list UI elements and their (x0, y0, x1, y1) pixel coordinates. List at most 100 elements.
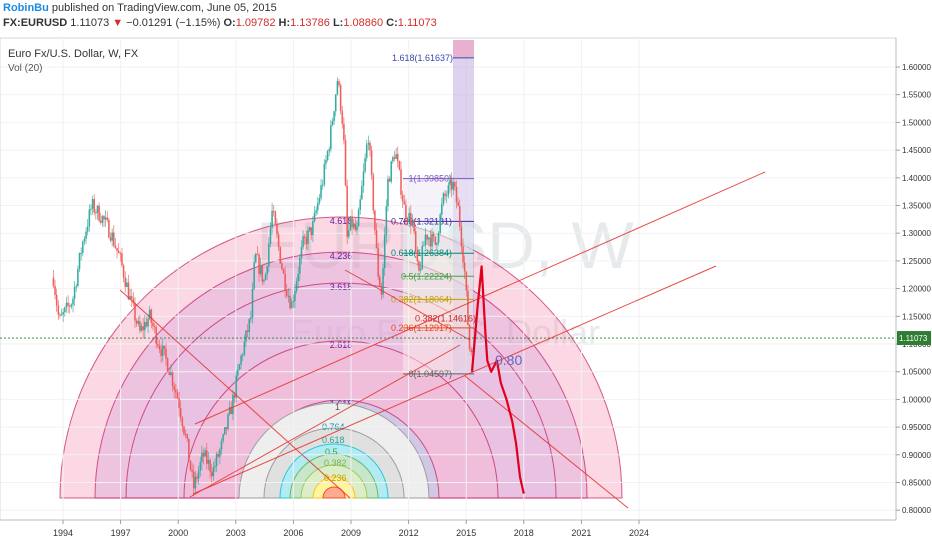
candle-body (344, 140, 347, 186)
candle-body (465, 271, 468, 291)
candle-body (354, 223, 357, 230)
low-value: 1.08860 (343, 17, 384, 29)
candle-body (259, 265, 262, 275)
candle-body (122, 265, 125, 278)
candle-body (165, 348, 167, 359)
candle-body (424, 234, 427, 246)
candle-body (367, 142, 370, 145)
candle-body (62, 312, 64, 315)
candle-body (308, 227, 311, 231)
candle-body (139, 321, 141, 331)
candle-body (463, 262, 466, 272)
candle-body (294, 291, 296, 302)
x-tick-label: 2012 (399, 528, 419, 538)
candle-body (54, 285, 56, 295)
candle-body (377, 247, 379, 277)
candle-body (197, 470, 200, 479)
candle-body (468, 324, 471, 350)
symbol[interactable]: FX:EURUSD (3, 17, 68, 29)
candle-body (64, 307, 66, 313)
candle-body (390, 161, 393, 182)
fib-level-label: 1(1.39850) (408, 174, 452, 184)
candle-body (361, 185, 363, 200)
candle-body (175, 389, 177, 393)
candle-body (96, 205, 99, 213)
candle-body (299, 258, 301, 274)
candle-body (251, 288, 254, 318)
candle-body (85, 231, 87, 239)
candle-body (214, 465, 216, 468)
x-tick-label: 2000 (168, 528, 188, 538)
candle-body (75, 285, 78, 288)
candle-body (189, 460, 192, 470)
x-axis: 1994 1997 2000 2003 2006 2009 2012 2015 2018 2021… (0, 519, 896, 538)
candle-body (241, 354, 244, 356)
candle-body (290, 301, 293, 309)
candle-body (427, 237, 430, 240)
low-label: L: (332, 17, 344, 29)
candle-body (196, 476, 198, 479)
candle-body (243, 341, 246, 355)
candle-body (86, 226, 89, 232)
candle-body (217, 454, 220, 457)
candle-body (445, 195, 448, 197)
candle-body (116, 248, 118, 251)
y-tick-label: 1.50000 (902, 118, 931, 127)
candle-body (423, 245, 425, 247)
candle-body (142, 326, 144, 331)
author-name[interactable]: RobinBu (3, 2, 49, 14)
candle-body (392, 157, 394, 162)
candle-body (163, 345, 166, 349)
candle-body (421, 246, 424, 269)
current-price-badge (897, 331, 931, 346)
candle-body (140, 326, 143, 331)
candle-body (408, 212, 410, 222)
candle-body (117, 250, 120, 254)
candle-body (416, 250, 419, 262)
trend-line (344, 269, 471, 341)
candle-body (52, 277, 55, 286)
candle-body (67, 302, 69, 306)
y-tick-label: 1.15000 (902, 312, 931, 321)
candle-body (398, 161, 401, 170)
candle-body (168, 371, 171, 375)
candle-body (403, 201, 406, 205)
candle-body (127, 282, 130, 300)
inner-arc (322, 486, 346, 499)
high-value: 1.13786 (290, 17, 330, 29)
candle-body (219, 449, 221, 457)
close-label: C: (386, 17, 398, 29)
candle-body (119, 253, 122, 255)
y-tick-label: 0.95000 (902, 423, 931, 432)
fib-band (403, 276, 473, 300)
candle-body (457, 202, 459, 207)
candle-body (227, 414, 229, 430)
y-tick-label: 0.85000 (902, 479, 931, 488)
y-tick-label: 0.90000 (902, 451, 931, 460)
candle-body (210, 471, 213, 477)
candle-body (426, 234, 428, 240)
candle-body (349, 216, 352, 231)
candle-body (300, 247, 303, 259)
candle-body (441, 204, 443, 215)
candle-body (382, 268, 384, 295)
candle-body (281, 263, 283, 269)
candle-body (455, 186, 458, 203)
candle-body (393, 157, 396, 159)
candle-body (238, 364, 241, 370)
candle-body (171, 372, 174, 386)
candle-body (263, 280, 265, 282)
inner-arc-label: 0.236 (324, 473, 347, 483)
candle-body (289, 295, 291, 309)
candle-body (201, 452, 203, 463)
y-tick-label: 0.80000 (902, 506, 931, 515)
candle-body (135, 320, 138, 324)
trend-lines (119, 171, 766, 509)
candle-body (268, 243, 270, 267)
candle-body (68, 305, 71, 307)
fib-level-label: 0.382(1.18064) (391, 294, 452, 304)
x-tick-label: 1994 (53, 528, 73, 538)
candle-body (103, 216, 105, 220)
x-tick-label: 2003 (226, 528, 246, 538)
